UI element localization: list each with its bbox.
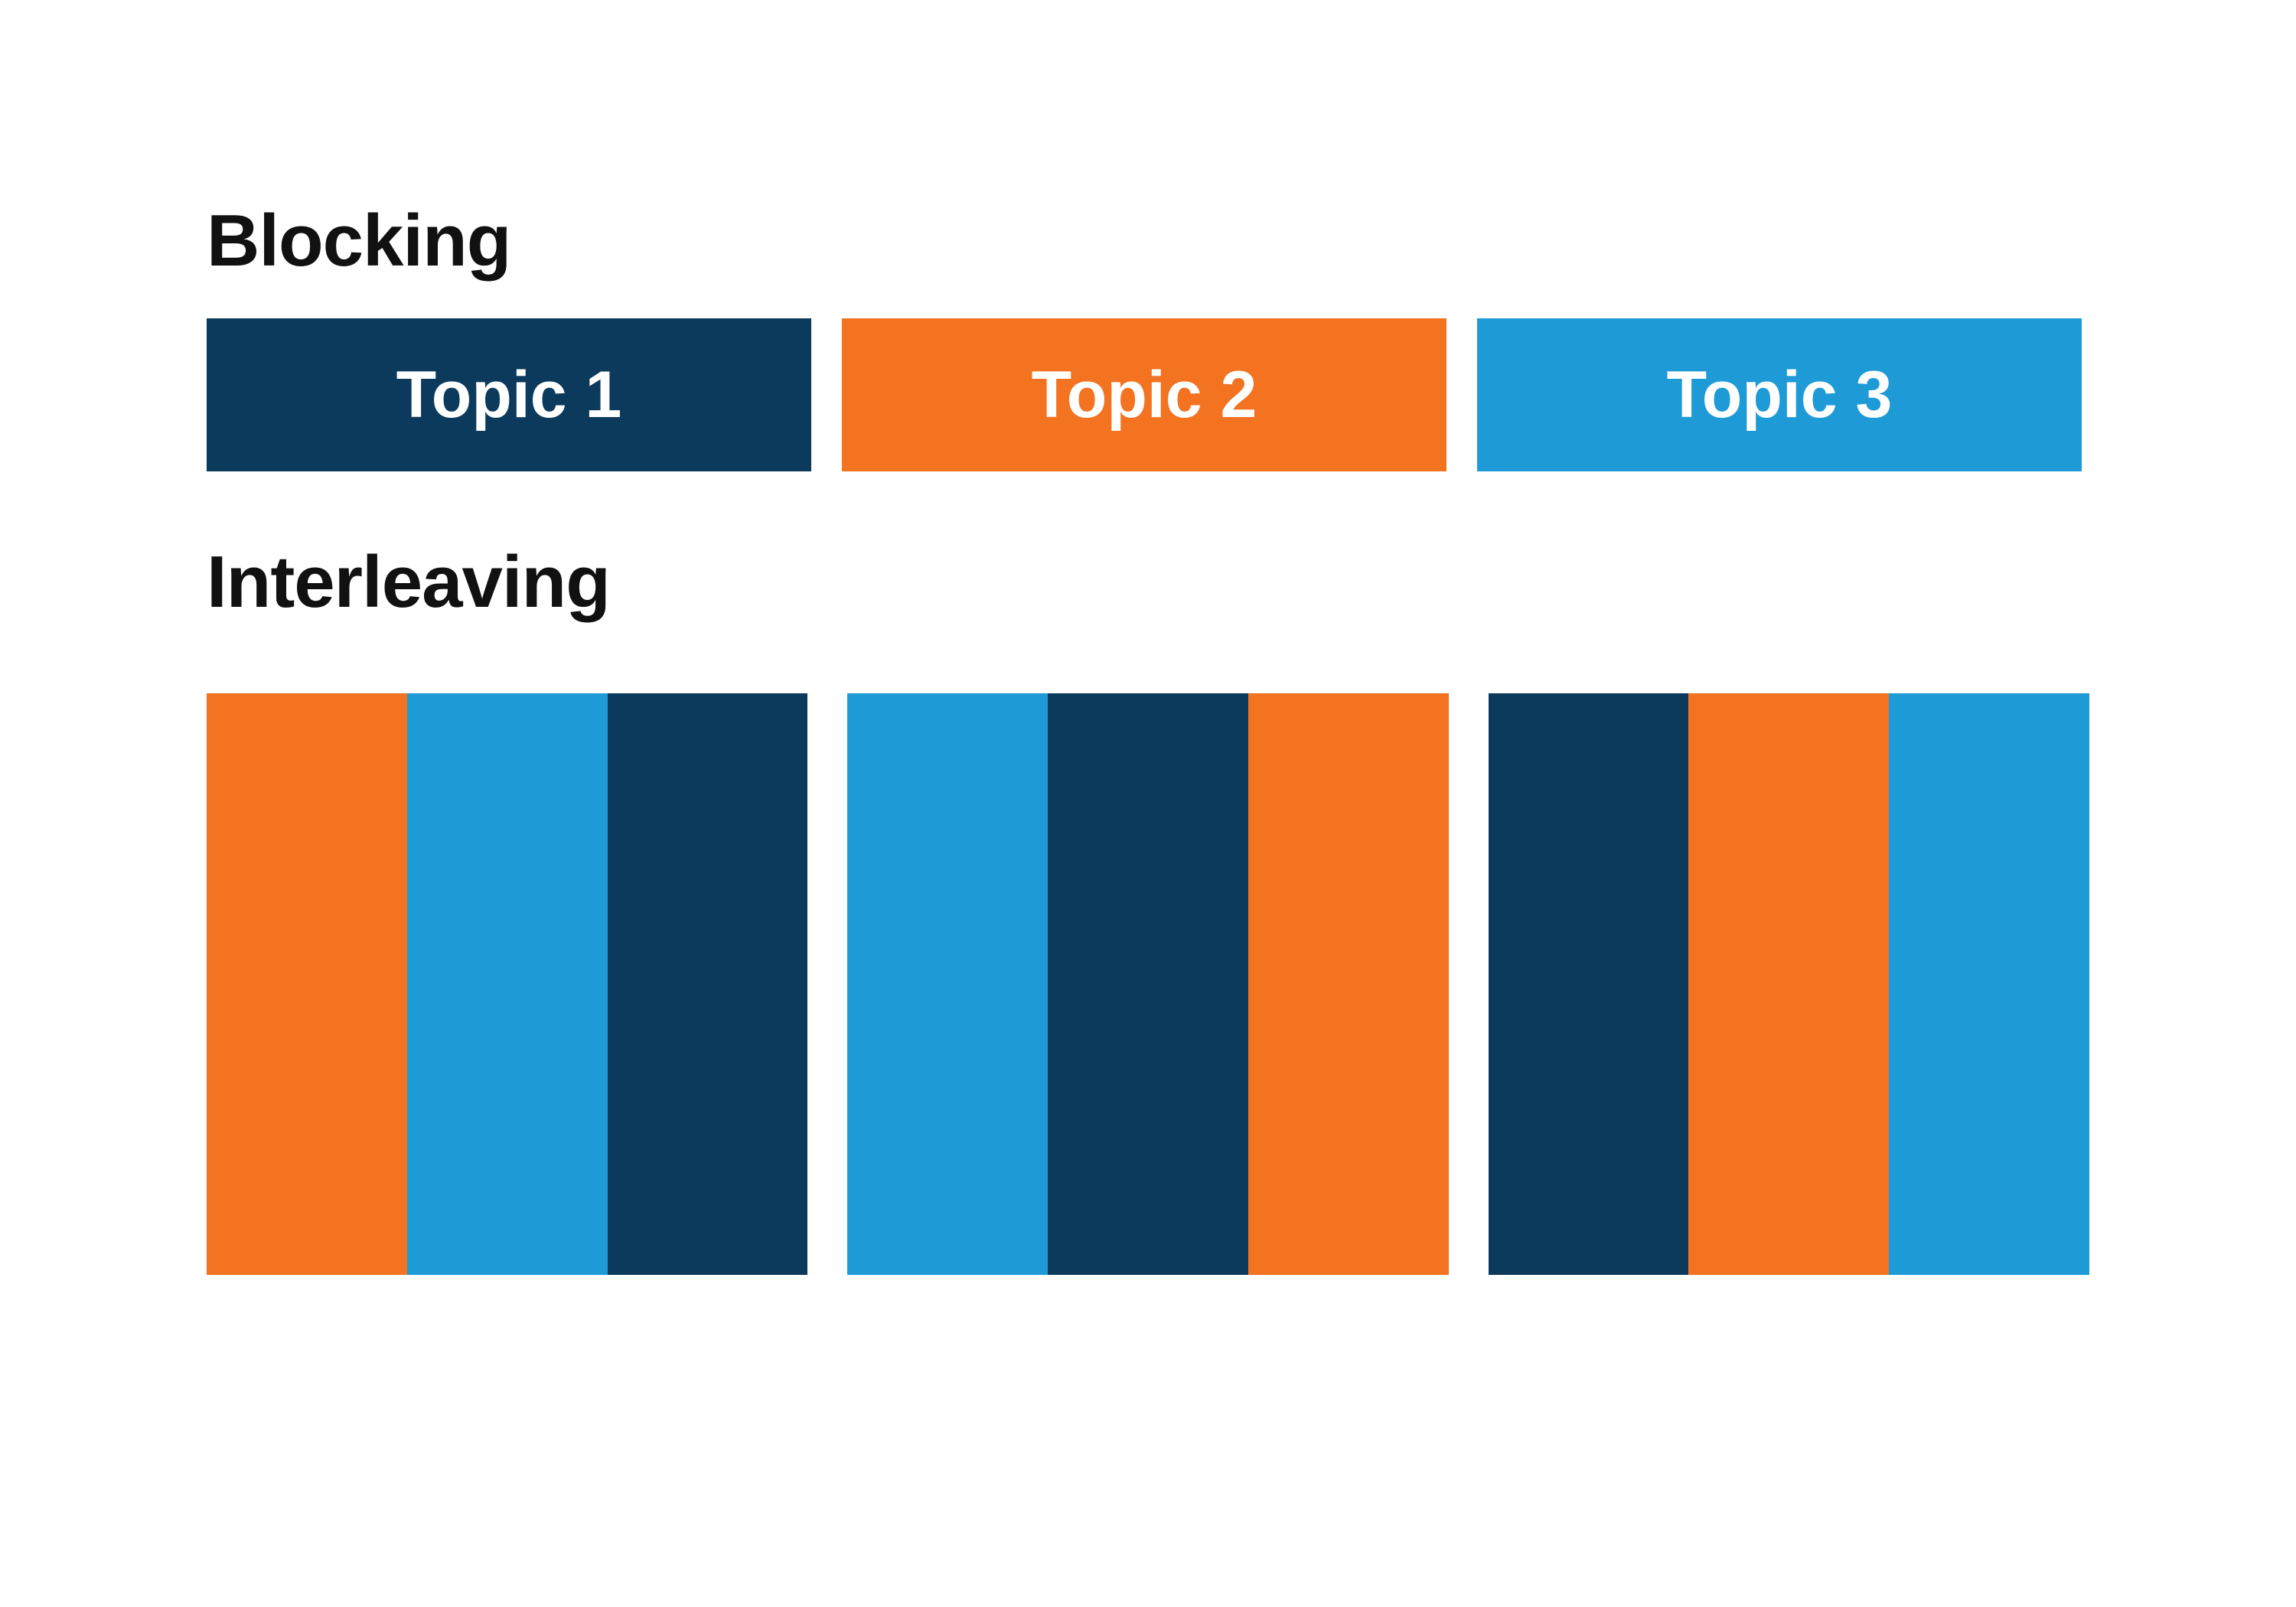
- interleave-stripe: [847, 693, 1048, 1275]
- interleave-group-2: [847, 693, 1448, 1275]
- interleave-stripe: [1048, 693, 1248, 1275]
- interleave-stripe: [1489, 693, 1689, 1275]
- blocking-block-label: Topic 2: [1032, 357, 1257, 433]
- interleaving-heading: Interleaving: [207, 540, 2089, 624]
- interleaving-row: [207, 693, 2089, 1275]
- interleave-stripe: [1889, 693, 2089, 1275]
- interleave-group-1: [207, 693, 807, 1275]
- interleave-group-3: [1489, 693, 2089, 1275]
- interleave-stripe: [608, 693, 808, 1275]
- interleave-stripe: [207, 693, 407, 1275]
- blocking-block-1: Topic 1: [207, 318, 811, 471]
- blocking-block-2: Topic 2: [842, 318, 1446, 471]
- interleave-stripe: [1688, 693, 1889, 1275]
- blocking-row: Topic 1 Topic 2 Topic 3: [207, 318, 2089, 471]
- blocking-heading: Blocking: [207, 199, 2089, 283]
- blocking-block-label: Topic 3: [1667, 357, 1893, 433]
- blocking-block-3: Topic 3: [1477, 318, 2082, 471]
- diagram-canvas: Blocking Topic 1 Topic 2 Topic 3 Interleav…: [207, 199, 2089, 1275]
- interleave-stripe: [407, 693, 608, 1275]
- blocking-block-label: Topic 1: [396, 357, 622, 433]
- interleave-stripe: [1248, 693, 1449, 1275]
